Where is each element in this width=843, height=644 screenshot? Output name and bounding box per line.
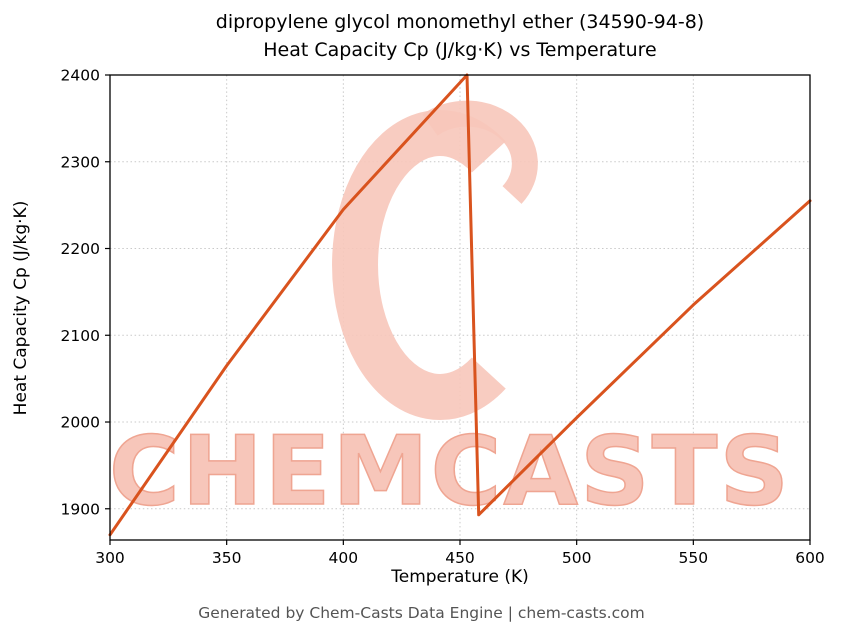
chart-title: dipropylene glycol monomethyl ether (345…: [110, 8, 810, 64]
y-tick-label: 1900: [61, 500, 100, 518]
y-tick-label: 2400: [61, 67, 100, 85]
x-tick-label: 350: [212, 549, 242, 567]
watermark-logo: [332, 110, 506, 420]
chart-title-line1: dipropylene glycol monomethyl ether (345…: [215, 11, 705, 33]
footer-text: Generated by Chem-Casts Data Engine | ch…: [198, 604, 645, 622]
y-tick-label: 2000: [61, 414, 100, 432]
chart-title-line2: Heat Capacity Cp (J/kg·K) vs Temperature: [263, 39, 657, 61]
y-tick-label: 2300: [61, 153, 100, 171]
watermark-logo-hook: [422, 100, 538, 204]
x-axis-label: Temperature (K): [391, 567, 529, 587]
x-tick-label: 450: [445, 549, 475, 567]
data-line: [108, 73, 812, 537]
y-tick-label: 2200: [61, 240, 100, 258]
x-tick-label: 600: [795, 549, 825, 567]
x-tick-label: 550: [679, 549, 709, 567]
y-axis-label: Heat Capacity Cp (J/kg·K): [11, 200, 31, 416]
x-tick-label: 300: [95, 549, 125, 567]
watermark-text: CHEMCASTS: [109, 417, 791, 527]
x-tick-label: 400: [329, 549, 359, 567]
x-tick-label: 500: [562, 549, 592, 567]
y-tick-label: 2100: [61, 327, 100, 345]
